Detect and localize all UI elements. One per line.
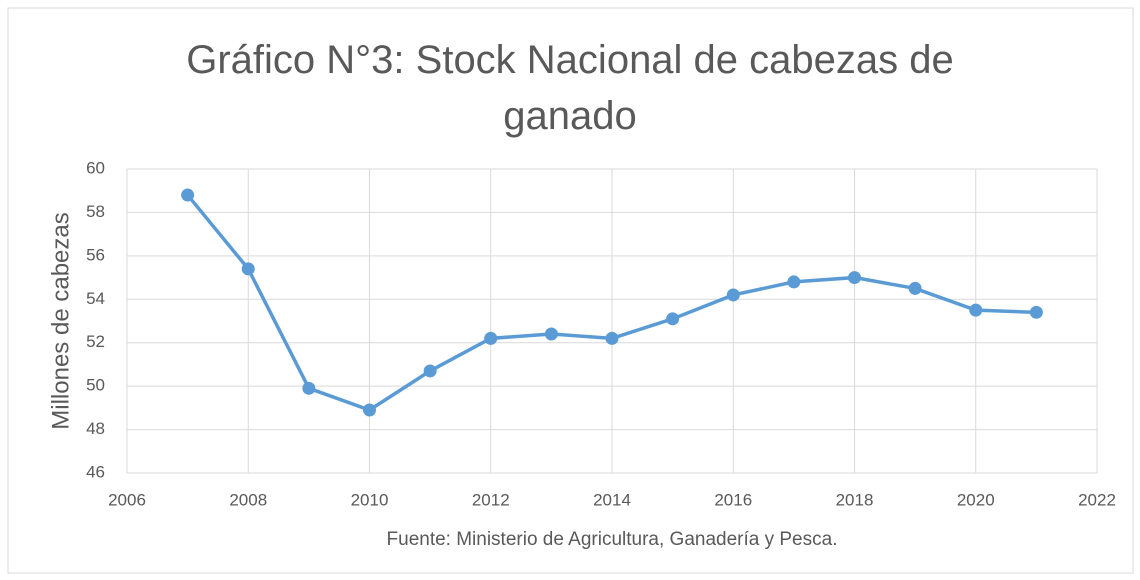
source-note: Fuente: Ministerio de Agricultura, Ganad… xyxy=(387,529,838,550)
data-point xyxy=(666,312,680,326)
y-tick-label: 56 xyxy=(86,245,105,264)
chart-title: Gráfico N°3: Stock Nacional de cabezas d… xyxy=(186,38,954,138)
y-tick-label: 48 xyxy=(86,419,105,438)
data-point xyxy=(544,327,558,341)
y-tick-label: 46 xyxy=(86,462,105,481)
x-tick-label: 2012 xyxy=(472,490,510,509)
data-point xyxy=(605,331,619,345)
y-tick-label: 50 xyxy=(86,376,105,395)
x-tick-label: 2010 xyxy=(351,490,389,509)
y-tick-label: 60 xyxy=(86,158,105,177)
data-point xyxy=(181,188,195,202)
y-tick-label: 58 xyxy=(86,202,105,221)
x-tick-label: 2020 xyxy=(957,490,995,509)
y-axis-label: Millones de cabezas xyxy=(47,212,74,429)
x-tick-label: 2018 xyxy=(836,490,874,509)
chart-border xyxy=(7,7,1134,574)
x-tick-label: 2022 xyxy=(1078,490,1116,509)
data-point xyxy=(363,403,376,417)
data-point xyxy=(848,271,861,285)
x-tick-label: 2008 xyxy=(229,490,267,509)
x-tick-label: 2006 xyxy=(108,490,146,509)
data-point xyxy=(484,331,498,345)
data-point xyxy=(302,381,316,395)
data-point xyxy=(969,303,983,317)
data-point xyxy=(726,288,740,302)
y-tick-label: 54 xyxy=(86,289,105,308)
x-tick-label: 2014 xyxy=(593,490,631,509)
y-tick-label: 52 xyxy=(86,332,105,351)
x-tick-label: 2016 xyxy=(714,490,752,509)
data-point xyxy=(908,281,922,295)
data-point xyxy=(241,262,255,276)
data-point xyxy=(1029,305,1043,319)
data-point xyxy=(423,364,437,378)
data-point xyxy=(787,275,801,289)
